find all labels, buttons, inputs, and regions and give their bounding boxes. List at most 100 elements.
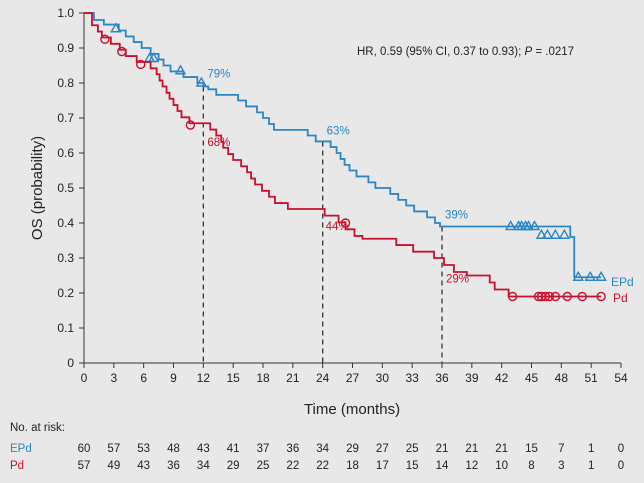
censor-mark-pd [533, 291, 544, 302]
risk-value-pd: 15 [406, 460, 419, 472]
risk-value-epd: 27 [376, 443, 389, 455]
curve-pd [84, 12, 602, 298]
risk-value-epd: 36 [286, 443, 299, 455]
censor-mark-pd [135, 59, 146, 70]
x-tick-label: 36 [435, 371, 449, 385]
risk-table: No. at risk: EPd Pd 60 57 53 48 43 41 37 36 34 29… [10, 422, 624, 472]
risk-value-epd: 21 [465, 443, 478, 455]
risk-value-epd: 48 [167, 443, 180, 455]
risk-value-epd: 60 [78, 443, 91, 455]
pct-label-epd: 79% [207, 69, 230, 81]
x-tick-label: 45 [525, 371, 539, 385]
censor-mark-epd [528, 220, 541, 231]
x-tick-label: 18 [256, 371, 270, 385]
risk-value-pd: 14 [436, 460, 449, 472]
censor-mark-epd [504, 220, 517, 231]
legend-pd: Pd [613, 291, 628, 305]
risk-value-pd: 22 [316, 460, 329, 472]
pct-label-epd: 39% [445, 210, 468, 222]
y-tick-label: 0.5 [57, 181, 74, 195]
risk-value-pd: 29 [227, 460, 240, 472]
censor-mark-epd [549, 228, 562, 239]
censor-mark-pd [117, 46, 127, 57]
censor-mark-pd [544, 291, 555, 302]
risk-value-epd: 15 [525, 443, 538, 455]
series-layer [84, 12, 607, 302]
risk-value-pd: 0 [618, 460, 624, 472]
x-tick-label: 21 [286, 371, 300, 385]
risk-value-pd: 25 [257, 460, 270, 472]
risk-value-pd: 43 [137, 460, 150, 472]
risk-value-epd: 41 [227, 443, 240, 455]
risk-value-epd: 0 [618, 443, 624, 455]
censor-mark-epd [147, 52, 160, 63]
x-tick-label: 48 [555, 371, 569, 385]
risk-value-pd: 10 [495, 460, 508, 472]
risk-value-epd: 7 [558, 443, 564, 455]
risk-value-epd: 57 [107, 443, 120, 455]
risk-value-pd: 1 [588, 460, 594, 472]
risk-value-pd: 34 [197, 460, 210, 472]
risk-value-pd: 18 [346, 460, 359, 472]
risk-value-pd: 36 [167, 460, 180, 472]
risk-value-pd: 57 [78, 460, 91, 472]
risk-value-epd: 21 [495, 443, 508, 455]
risk-value-pd: 17 [376, 460, 389, 472]
x-tick-label: 12 [197, 371, 211, 385]
risk-value-pd: 49 [107, 460, 120, 472]
censor-mark-pd [550, 291, 561, 302]
x-tick-label: 39 [465, 371, 479, 385]
x-tick-label: 9 [170, 371, 177, 385]
x-tick-label: 3 [110, 371, 117, 385]
y-tick-label: 0 [67, 356, 74, 370]
y-tick-label: 0.6 [57, 146, 74, 160]
risk-value-epd: 29 [346, 443, 359, 455]
x-tick-label: 6 [140, 371, 147, 385]
censor-mark-epd [174, 64, 187, 75]
censor-mark-pd [185, 120, 196, 130]
y-tick-label: 0.3 [57, 251, 74, 265]
pct-label-pd: 29% [446, 274, 469, 286]
censor-mark-epd [595, 270, 607, 281]
x-tick-label: 30 [376, 371, 390, 385]
risk-row-label-pd: Pd [10, 460, 24, 472]
censor-mark-epd [110, 22, 122, 33]
y-axis-label: OS (probability) [29, 136, 46, 240]
x-tick-label: 51 [584, 371, 598, 385]
risk-table-title: No. at risk: [10, 422, 65, 434]
reference-lines [202, 86, 443, 363]
y-tick-label: 0.9 [57, 41, 74, 55]
risk-value-epd: 43 [197, 443, 210, 455]
censor-mark-pd [507, 291, 518, 302]
hr-annotation-pvalue: = .0217 [532, 46, 574, 58]
risk-value-pd: 8 [528, 460, 534, 472]
risk-value-pd: 22 [286, 460, 299, 472]
risk-value-epd: 34 [316, 443, 329, 455]
censor-mark-pd [562, 291, 572, 302]
censor-mark-epd [541, 228, 554, 239]
censor-mark-pd [596, 291, 606, 302]
y-tick-label: 0.7 [57, 111, 74, 125]
tick-labels: 0 3 6 9 12 15 18 21 24 27 30 33 36 39 42 45 48 51 5400.10.… [57, 6, 628, 385]
x-tick-label: 42 [495, 371, 509, 385]
x-tick-label: 27 [346, 371, 360, 385]
y-tick-label: 0.4 [57, 216, 74, 230]
hr-annotation-text: HR, 0.59 (95% CI, 0.37 to 0.93); [357, 46, 524, 58]
risk-value-pd: 3 [558, 460, 564, 472]
censor-mark-pd [577, 291, 587, 302]
risk-value-epd: 21 [436, 443, 449, 455]
y-tick-label: 0.1 [57, 321, 74, 335]
y-tick-label: 0.8 [57, 76, 74, 90]
censor-mark-pd [540, 291, 551, 302]
x-tick-label: 24 [316, 371, 330, 385]
hr-annotation-p: P [524, 46, 532, 58]
censor-mark-epd [535, 228, 548, 239]
censor-mark-epd [558, 228, 571, 239]
x-tick-label: 54 [614, 371, 628, 385]
risk-value-epd: 1 [588, 443, 594, 455]
curve-epd [84, 12, 602, 279]
censor-mark-epd [522, 220, 535, 231]
risk-value-epd: 25 [406, 443, 419, 455]
risk-value-pd: 12 [465, 460, 478, 472]
